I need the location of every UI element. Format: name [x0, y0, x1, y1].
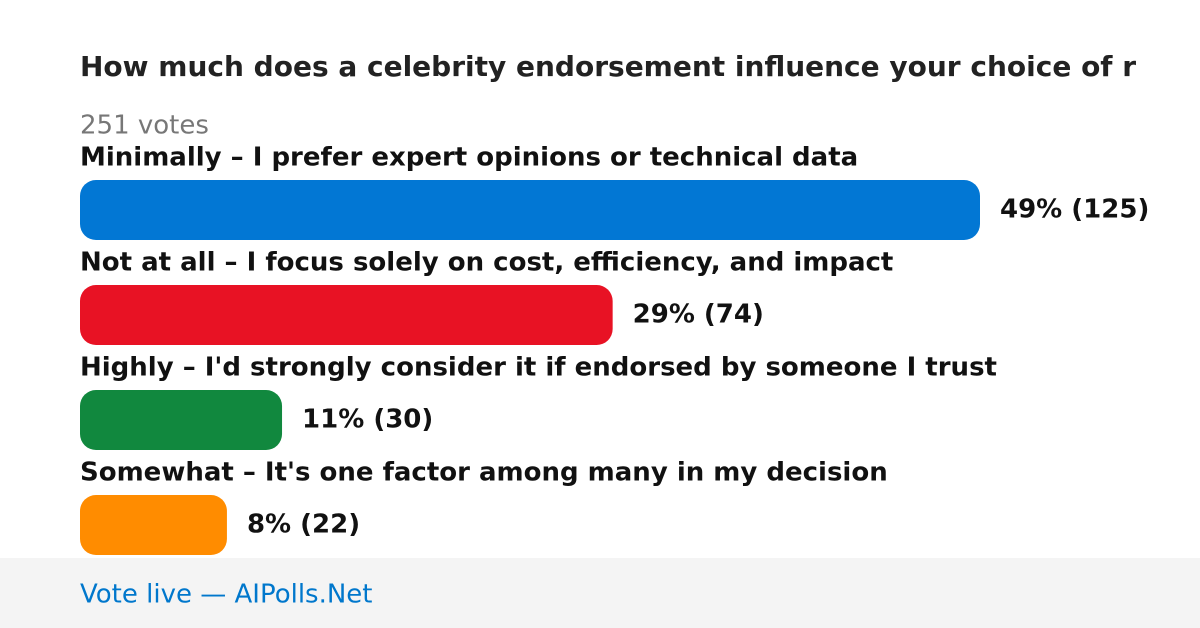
chart-title: How much does a celebrity endorsement in…	[80, 50, 1136, 83]
value-label: 8% (22)	[247, 510, 360, 540]
bar	[80, 390, 283, 450]
value-label: 49% (125)	[1000, 195, 1149, 225]
value-label: 29% (74)	[633, 300, 764, 330]
value-label: 11% (30)	[302, 405, 433, 435]
bar	[80, 180, 980, 240]
option-label: Highly – I'd strongly consider it if end…	[80, 353, 997, 383]
option-label: Not at all – I focus solely on cost, eff…	[80, 248, 893, 278]
option-label: Somewhat – It's one factor among many in…	[80, 458, 888, 488]
bar	[80, 285, 613, 345]
bar	[80, 495, 227, 555]
footer-band	[0, 558, 1200, 628]
vote-count: 251 votes	[80, 111, 209, 141]
footer-link[interactable]: Vote live — AIPolls.Net	[80, 580, 373, 610]
option-label: Minimally – I prefer expert opinions or …	[80, 143, 858, 173]
